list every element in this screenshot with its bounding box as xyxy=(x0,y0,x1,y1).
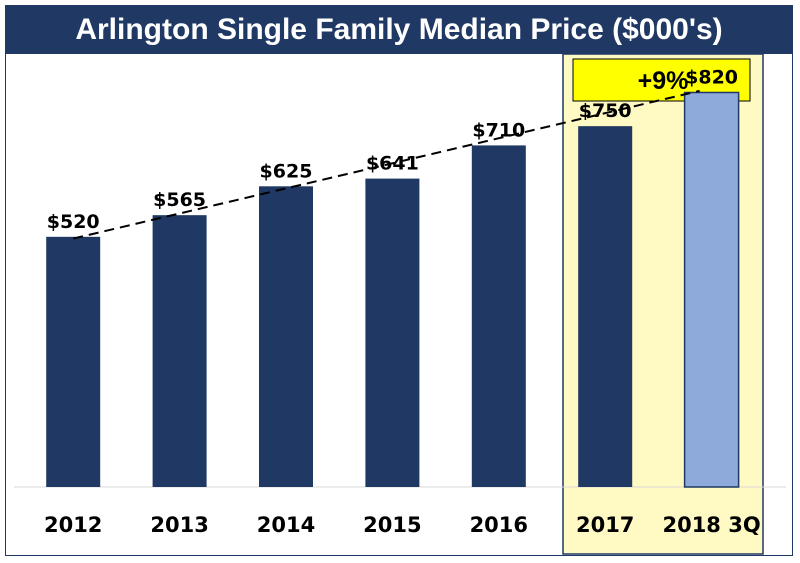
x-tick-label: 2018 3Q xyxy=(662,513,760,537)
bar-2013 xyxy=(152,215,207,487)
percent-change-label: +9% xyxy=(638,67,689,95)
data-label: $625 xyxy=(260,160,313,182)
trend-line xyxy=(72,89,700,240)
bar-2016 xyxy=(471,145,526,487)
x-tick-label: 2012 xyxy=(44,513,102,537)
data-label: $750 xyxy=(579,100,632,122)
data-label: $520 xyxy=(47,211,100,233)
bar-2014 xyxy=(259,186,313,488)
chart-title: Arlington Single Family Median Price ($0… xyxy=(6,6,792,54)
data-label: $565 xyxy=(153,189,206,211)
bar-2017 xyxy=(578,126,633,488)
x-tick-label: 2016 xyxy=(470,513,528,537)
x-tick-label: 2015 xyxy=(363,513,421,537)
bar-2015 xyxy=(365,178,420,487)
x-tick-label: 2013 xyxy=(150,513,208,537)
x-tick-label: 2014 xyxy=(257,513,315,537)
data-label: $820 xyxy=(685,66,738,88)
bar-2012 xyxy=(46,236,101,487)
bar-2018-3q xyxy=(683,91,740,488)
x-tick-label: 2017 xyxy=(576,513,634,537)
